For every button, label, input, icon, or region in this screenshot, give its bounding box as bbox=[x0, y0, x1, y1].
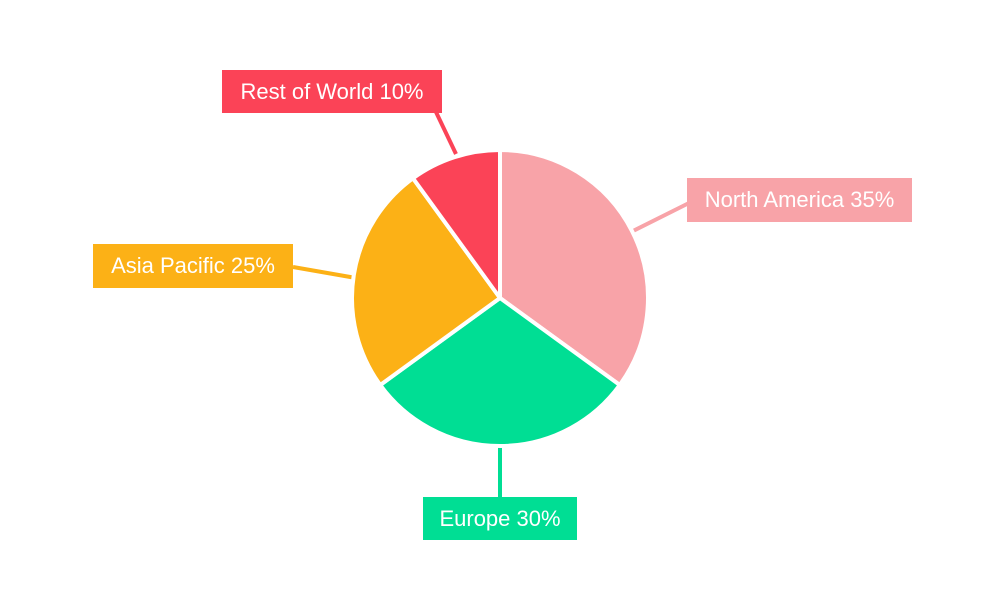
pie-slice-europe[interactable] bbox=[378, 296, 622, 448]
leader-lines bbox=[292, 111, 690, 497]
pie-slice-asia-pacific[interactable] bbox=[350, 176, 502, 387]
slice-label-europe: Europe 30% bbox=[423, 497, 577, 540]
leader-line-north-america bbox=[632, 201, 690, 233]
slice-label-rest-of-world: Rest of World 10% bbox=[222, 70, 442, 113]
leader-line-asia-pacific bbox=[292, 265, 357, 280]
pie-slice-rest-of-world[interactable] bbox=[411, 148, 502, 300]
pie-slices bbox=[350, 148, 650, 448]
leader-line-rest-of-world bbox=[434, 111, 458, 155]
pie-slice-north-america[interactable] bbox=[498, 148, 650, 387]
slice-label-north-america: North America 35% bbox=[687, 178, 912, 222]
slice-label-asia-pacific: Asia Pacific 25% bbox=[93, 244, 293, 288]
